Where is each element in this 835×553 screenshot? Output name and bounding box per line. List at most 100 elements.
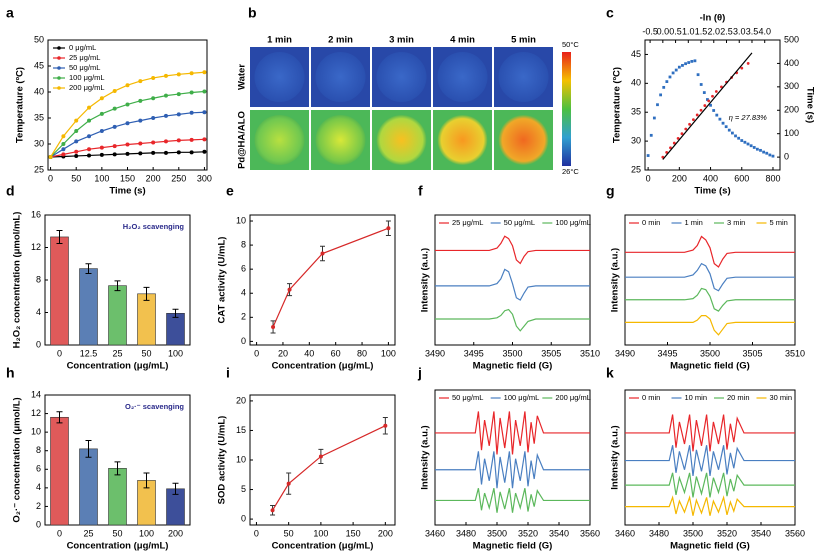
marker	[61, 152, 66, 157]
plot-frame	[249, 214, 396, 346]
x2-tick-label: 0.5	[669, 26, 682, 36]
marker	[125, 83, 130, 88]
column-label: 2 min	[328, 35, 353, 46]
x-tick-label: 3520	[518, 528, 538, 538]
y-tick-label: 40	[631, 78, 641, 88]
marker	[112, 106, 117, 111]
y-tick-label: 4	[241, 288, 246, 298]
panel-letter: i	[226, 365, 230, 381]
legend-marker	[57, 86, 61, 90]
panel-letter: f	[418, 183, 423, 199]
series-line	[625, 287, 795, 312]
marker	[189, 137, 194, 142]
x-tick-label: 3460	[615, 528, 635, 538]
marker	[270, 508, 275, 513]
x-tick-label: 12.5	[80, 348, 98, 358]
x-tick-label: 3505	[742, 348, 762, 358]
marker	[702, 91, 706, 94]
x-axis-label: Concentration (μg/mL)	[67, 361, 169, 372]
series-line	[625, 495, 795, 516]
marker	[386, 226, 391, 231]
y-tick-label: 8	[36, 445, 41, 455]
marker	[176, 92, 181, 97]
x-tick-label: 3505	[541, 348, 561, 358]
marker	[87, 153, 92, 158]
panel-letter: a	[6, 5, 14, 21]
panel-letter: b	[248, 5, 257, 21]
marker	[202, 70, 207, 75]
legend-label: 20 min	[727, 393, 750, 402]
x-tick-label: 3540	[751, 528, 771, 538]
x-tick-label: 100	[381, 348, 396, 358]
marker	[656, 103, 659, 107]
series-line	[272, 425, 386, 511]
marker	[706, 98, 709, 101]
x-tick-label: 3510	[580, 348, 600, 358]
y-axis-label: Intensity (a.u.)	[610, 248, 621, 312]
x-tick-label: 3560	[785, 528, 805, 538]
marker	[99, 129, 104, 133]
plot-frame	[644, 39, 781, 171]
thermal-spot	[254, 115, 305, 165]
y-tick-label: 25	[631, 164, 641, 174]
marker	[87, 118, 92, 123]
x2-tick-label: 2.5	[720, 26, 733, 36]
series-line	[435, 308, 590, 332]
y-tick-label: 6	[241, 264, 246, 274]
marker	[662, 85, 666, 89]
error-bar	[114, 280, 121, 292]
legend-marker	[57, 56, 61, 60]
error-bar	[143, 472, 150, 489]
legend-label: 0 min	[642, 393, 660, 402]
marker	[712, 109, 716, 112]
marker	[163, 93, 168, 98]
marker	[709, 103, 712, 107]
colorbar-label: 26°C	[562, 167, 579, 176]
y-tick-label: 45	[631, 49, 641, 59]
y2-tick-label: 100	[784, 128, 799, 138]
marker	[740, 66, 744, 70]
y2-tick-label: 300	[784, 81, 799, 91]
legend-label: 5 min	[770, 218, 788, 227]
marker	[681, 64, 684, 67]
marker	[99, 152, 104, 157]
x-tick-label: 50	[71, 173, 81, 183]
error-bar	[172, 482, 179, 495]
legend-label: 25 μg/mL	[69, 53, 100, 62]
marker	[138, 151, 143, 156]
column-label: 5 min	[511, 35, 536, 46]
x-tick-label: 80	[357, 348, 367, 358]
marker	[699, 108, 703, 112]
y-axis-label: H₂O₂ concentration (μmol/mL)	[12, 212, 23, 349]
y-axis-label: Temperature (ºC)	[15, 67, 26, 143]
bar	[50, 236, 69, 346]
marker	[202, 110, 207, 115]
marker	[189, 90, 194, 95]
marker	[176, 112, 181, 117]
y-tick-label: 0	[36, 339, 41, 349]
marker	[112, 88, 117, 93]
error-bar	[85, 263, 92, 274]
x-tick-label: 40	[304, 348, 314, 358]
y-axis-label: Intensity (a.u.)	[420, 425, 431, 489]
x-tick-label: 3510	[785, 348, 805, 358]
marker	[672, 141, 676, 145]
y-tick-label: 12	[31, 242, 41, 252]
y2-tick-label: 400	[784, 58, 799, 68]
marker	[320, 251, 325, 256]
x-tick-label: 0	[646, 173, 651, 183]
series-line	[625, 315, 795, 336]
y2-tick-label: 0	[784, 151, 789, 161]
error-bar	[114, 461, 121, 476]
marker	[715, 113, 719, 117]
legend-label: 25 μg/mL	[452, 218, 483, 227]
marker	[711, 94, 714, 98]
legend-label: 1 min	[685, 218, 703, 227]
marker	[707, 99, 711, 103]
x-tick-label: 250	[171, 173, 186, 183]
y2-axis-label: Time (s)	[804, 87, 815, 123]
x-tick-label: 3500	[502, 348, 522, 358]
marker	[674, 68, 678, 72]
x-tick-label: 3460	[425, 528, 445, 538]
